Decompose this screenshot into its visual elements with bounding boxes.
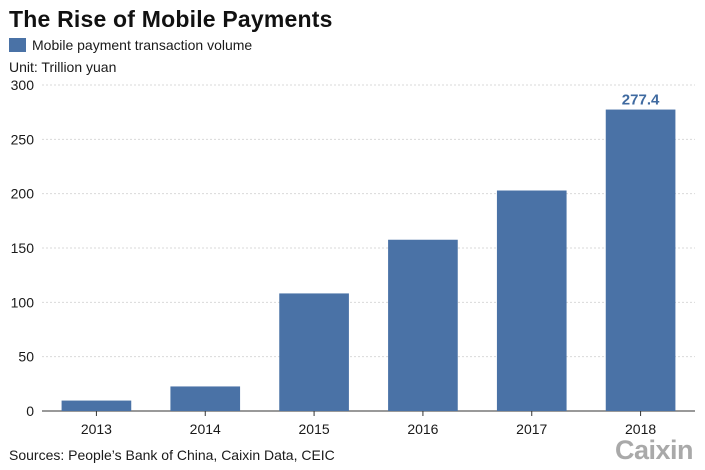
bar-2013: [61, 400, 132, 411]
y-tick-label: 50: [18, 349, 34, 365]
x-tick-label: 2014: [190, 421, 221, 437]
y-tick-label: 250: [11, 131, 35, 147]
x-tick-label: 2015: [299, 421, 330, 437]
y-tick-label: 0: [26, 403, 34, 419]
data-label: 277.4: [622, 92, 660, 109]
source-note: Sources: People’s Bank of China, Caixin …: [9, 447, 335, 463]
x-tick-label: 2018: [625, 421, 656, 437]
bar-2015: [279, 293, 349, 411]
x-tick-label: 2016: [407, 421, 438, 437]
bar-2014: [170, 386, 241, 411]
y-tick-label: 100: [11, 294, 35, 310]
legend-label: Mobile payment transaction volume: [32, 37, 253, 53]
chart-title: The Rise of Mobile Payments: [9, 6, 333, 32]
x-tick-label: 2013: [81, 421, 112, 437]
x-tick-label: 2017: [516, 421, 547, 437]
bar-2017: [496, 190, 567, 411]
y-tick-label: 200: [11, 186, 35, 202]
legend: Mobile payment transaction volume: [9, 37, 252, 53]
caixin-logo: Caixin: [614, 435, 694, 465]
bar-2018: [605, 109, 676, 412]
legend-swatch: [9, 38, 26, 52]
y-tick-label: 300: [11, 77, 35, 93]
y-tick-label: 150: [11, 240, 35, 256]
unit-label: Unit: Trillion yuan: [9, 59, 117, 75]
bar-2016: [388, 239, 458, 411]
